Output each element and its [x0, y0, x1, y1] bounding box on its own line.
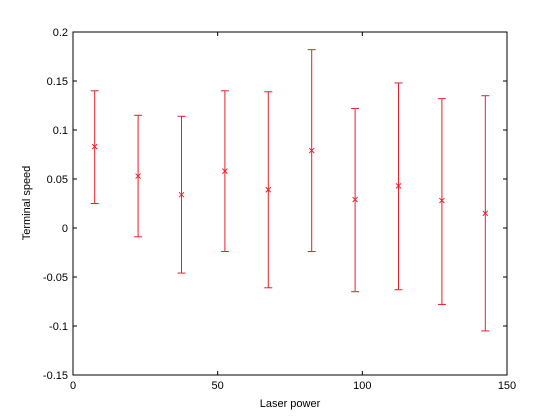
data-point-marker: [91, 143, 98, 150]
data-point-marker: [308, 147, 315, 154]
y-tick-label: -0.05: [43, 272, 68, 284]
x-tick-label: 0: [70, 380, 76, 392]
y-tick-label: -0.15: [43, 370, 68, 382]
y-axis-label: Terminal speed: [21, 166, 33, 241]
y-axis: -0.15 -0.1 -0.05 0 0.05 0.1 0.15 0.2: [43, 27, 507, 382]
data-point-marker: [352, 196, 358, 203]
x-tick-label: 150: [498, 380, 516, 392]
plot-area: [72, 31, 508, 376]
data-point-marker: [482, 210, 489, 217]
y-tick-label: 0.1: [53, 125, 68, 137]
x-axis-label: Laser power: [260, 398, 321, 410]
data-point-marker: [222, 168, 228, 175]
error-bar-series: [90, 49, 490, 332]
x-tick-label: 50: [212, 380, 224, 392]
x-axis: 0 50 100 150: [70, 32, 516, 392]
y-tick-label: 0: [62, 223, 68, 235]
data-point-marker: [178, 191, 185, 198]
y-tick-label: 0.2: [53, 27, 68, 39]
data-point-marker: [395, 183, 402, 189]
data-point-marker: [439, 197, 445, 204]
y-tick-label: -0.1: [49, 321, 68, 333]
y-tick-label: 0.05: [47, 174, 68, 186]
y-tick-label: 0.15: [47, 76, 68, 88]
data-point-marker: [265, 186, 272, 193]
x-tick-label: 100: [353, 380, 371, 392]
data-point-marker: [135, 173, 141, 179]
